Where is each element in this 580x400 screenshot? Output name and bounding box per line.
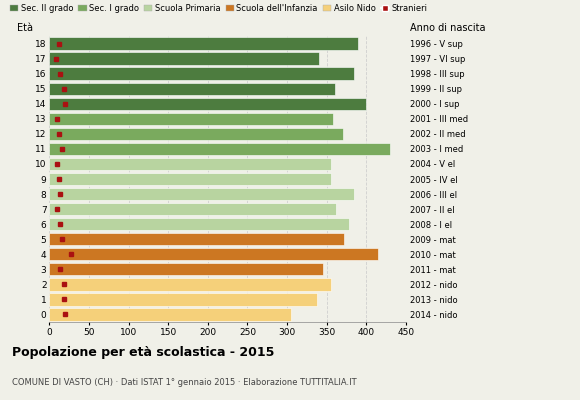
Bar (49, 68, 354, 80)
Bar (49, 113, 333, 125)
Bar (49, 143, 390, 155)
Bar (49, 218, 349, 230)
Bar (49, 308, 291, 321)
Text: Popolazione per età scolastica - 2015: Popolazione per età scolastica - 2015 (12, 346, 274, 359)
Text: COMUNE DI VASTO (CH) · Dati ISTAT 1° gennaio 2015 · Elaborazione TUTTITALIA.IT: COMUNE DI VASTO (CH) · Dati ISTAT 1° gen… (12, 378, 356, 387)
Bar (49, 173, 331, 185)
Bar (49, 82, 335, 95)
Bar (49, 263, 322, 276)
Legend: Sec. II grado, Sec. I grado, Scuola Primaria, Scuola dell'Infanzia, Asilo Nido, : Sec. II grado, Sec. I grado, Scuola Prim… (10, 4, 427, 13)
Bar (49, 52, 319, 65)
Bar (49, 203, 336, 215)
Bar (49, 293, 317, 306)
Bar (49, 128, 343, 140)
Text: Età: Età (17, 23, 33, 33)
Bar (49, 158, 331, 170)
Bar (49, 98, 367, 110)
Bar (49, 37, 358, 50)
Bar (49, 233, 344, 245)
Bar (49, 278, 332, 290)
Bar (49, 248, 378, 260)
Text: Anno di nascita: Anno di nascita (409, 22, 485, 32)
Bar (49, 188, 354, 200)
